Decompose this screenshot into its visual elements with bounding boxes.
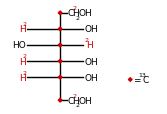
Text: OH: OH — [78, 96, 92, 105]
Text: H: H — [72, 9, 79, 18]
Text: H: H — [19, 57, 26, 66]
Text: H: H — [72, 96, 79, 105]
Text: C: C — [68, 96, 74, 105]
Polygon shape — [128, 78, 132, 82]
Text: 2: 2 — [72, 93, 76, 98]
Polygon shape — [58, 76, 62, 79]
Text: OH: OH — [84, 73, 98, 82]
Polygon shape — [58, 60, 62, 63]
Text: OH: OH — [84, 57, 98, 66]
Text: =: = — [134, 75, 145, 84]
Text: H: H — [19, 25, 26, 34]
Text: C: C — [68, 9, 74, 18]
Polygon shape — [58, 28, 62, 31]
Polygon shape — [58, 12, 62, 15]
Text: C: C — [142, 75, 149, 84]
Text: 2: 2 — [76, 102, 80, 107]
Text: 13: 13 — [138, 73, 146, 78]
Text: 2: 2 — [76, 16, 80, 21]
Text: H: H — [87, 41, 93, 50]
Text: 2: 2 — [72, 6, 76, 11]
Polygon shape — [58, 99, 62, 102]
Text: H: H — [19, 73, 26, 82]
Text: HO: HO — [12, 41, 26, 50]
Text: OH: OH — [84, 25, 98, 34]
Polygon shape — [58, 44, 62, 47]
Text: 2: 2 — [22, 70, 26, 75]
Text: 2: 2 — [84, 38, 88, 43]
Text: OH: OH — [78, 9, 92, 18]
Text: 2: 2 — [22, 22, 26, 27]
Text: 2: 2 — [22, 54, 26, 59]
